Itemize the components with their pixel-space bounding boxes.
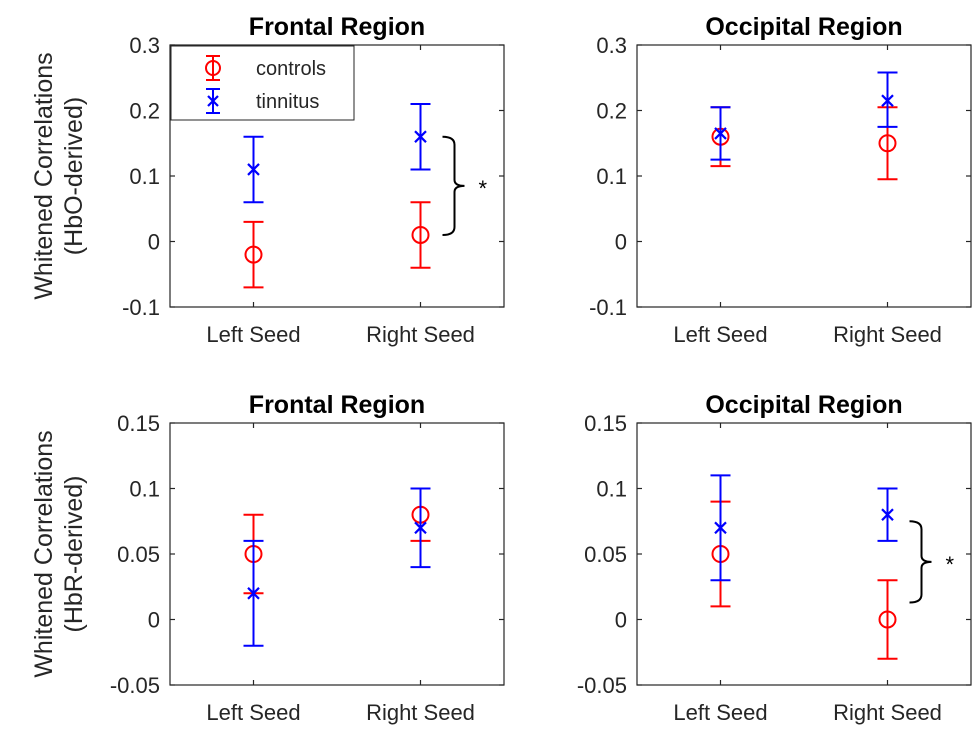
- y-tick-label: 0.3: [596, 33, 627, 58]
- tinnitus-point: [414, 130, 427, 143]
- chart-panel-4: Occipital Region -0.05 0 0.05 0.1 0.15 Left Se…: [577, 391, 972, 725]
- chart-panel-3: Frontal Region -0.05 0 0.05 0.1 0.15 Left Seed…: [110, 391, 505, 725]
- controls-point: [411, 225, 430, 244]
- significance-annotation: *: [909, 520, 955, 604]
- panel-title: Occipital Region: [705, 391, 902, 419]
- tinnitus-point: [881, 94, 894, 107]
- panel-title: Frontal Region: [249, 13, 425, 41]
- panel-title: Occipital Region: [705, 13, 902, 41]
- y-axis-label-line2: (HbR-derived): [60, 476, 88, 633]
- significance-brace: [909, 520, 932, 604]
- x-tick-label: Right Seed: [366, 700, 475, 725]
- significance-star: *: [479, 176, 488, 201]
- x-tick-label: Left Seed: [206, 322, 300, 347]
- y-tick-label: 0.15: [117, 411, 160, 436]
- tinnitus-point: [247, 587, 260, 600]
- chart-panel-1: Frontal Region -0.1 0 0.1 0.2 0.3 Left Seed Rig…: [122, 13, 505, 347]
- y-axis-label-line1: Whitened Correlations: [30, 430, 58, 677]
- y-tick-label: 0.2: [596, 99, 627, 124]
- legend-label: controls: [256, 58, 326, 80]
- tinnitus-point: [714, 127, 727, 140]
- y-tick-label: -0.1: [122, 295, 160, 320]
- controls-errorbar: [877, 579, 898, 660]
- tinnitus-point: [247, 163, 260, 176]
- significance-star: *: [946, 552, 955, 577]
- legend-box: [170, 45, 355, 121]
- x-tick-label: Right Seed: [833, 700, 942, 725]
- controls-point: [878, 134, 897, 153]
- y-tick-label: -0.1: [589, 295, 627, 320]
- y-tick-label: 0.3: [129, 33, 160, 58]
- y-tick-label: 0.05: [584, 542, 627, 567]
- x-tick-label: Left Seed: [673, 700, 767, 725]
- legend: controls tinnitus: [170, 45, 355, 121]
- y-tick-label: 0.15: [584, 411, 627, 436]
- x-tick-label: Right Seed: [833, 322, 942, 347]
- x-tick-label: Left Seed: [206, 700, 300, 725]
- y-tick-label: -0.05: [577, 673, 627, 698]
- y-tick-label: 0: [148, 230, 160, 255]
- tinnitus-point: [714, 521, 727, 535]
- y-tick-label: 0.2: [129, 99, 160, 124]
- y-axis-label-line2: (HbO-derived): [60, 97, 88, 255]
- y-tick-label: 0.1: [129, 477, 160, 502]
- x-tick-label: Left Seed: [673, 322, 767, 347]
- y-tick-label: -0.05: [110, 673, 160, 698]
- significance-annotation: *: [442, 135, 488, 236]
- tinnitus-point: [881, 508, 894, 521]
- y-tick-label: 0: [148, 608, 160, 633]
- plot-area: [636, 44, 972, 308]
- plot-area: [169, 422, 505, 686]
- y-tick-label: 0.1: [129, 164, 160, 189]
- y-tick-label: 0: [615, 230, 627, 255]
- controls-errorbar: [243, 220, 264, 289]
- x-tick-label: Right Seed: [366, 322, 475, 347]
- panel-title: Frontal Region: [249, 391, 425, 419]
- controls-point: [244, 245, 263, 264]
- y-tick-label: 0.05: [117, 542, 160, 567]
- tinnitus-point: [414, 521, 427, 535]
- y-axis-label-row-2: Whitened Correlations (HbR-derived): [30, 430, 88, 677]
- y-tick-label: 0.1: [596, 477, 627, 502]
- y-tick-label: 0.1: [596, 164, 627, 189]
- legend-label: tinnitus: [256, 91, 319, 113]
- controls-errorbar: [410, 201, 431, 269]
- legend-marker: [205, 60, 221, 76]
- y-tick-label: 0: [615, 608, 627, 633]
- y-axis-label-line1: Whitened Correlations: [30, 52, 58, 299]
- controls-point: [878, 610, 897, 629]
- y-axis-label-row-1: Whitened Correlations (HbO-derived): [30, 52, 88, 299]
- chart-panel-2: Occipital Region -0.1 0 0.1 0.2 0.3 Left Seed R…: [589, 13, 972, 347]
- significance-brace: [442, 135, 465, 236]
- legend-marker: [207, 95, 219, 107]
